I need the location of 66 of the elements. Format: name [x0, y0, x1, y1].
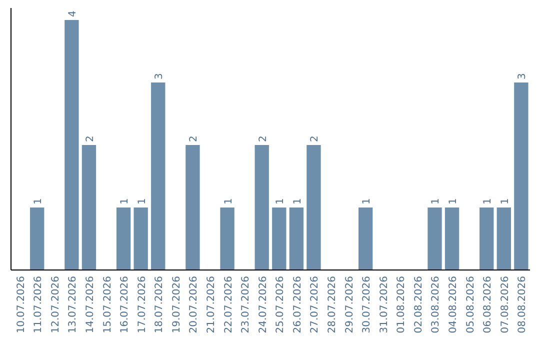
- bar: [358, 208, 373, 270]
- bar: [220, 208, 234, 270]
- bar: [134, 208, 148, 270]
- bar: [306, 145, 321, 270]
- x-tick-label: 14.07.2026: [84, 276, 96, 334]
- data-label: 1: [275, 198, 286, 204]
- bar: [151, 82, 166, 270]
- x-tick-label: 15.07.2026: [102, 276, 114, 334]
- bar: [428, 208, 442, 270]
- bar: [30, 208, 44, 270]
- x-tick-label: 18.07.2026: [154, 276, 166, 334]
- bar: [496, 208, 511, 270]
- x-tick-label: 08.08.2026: [517, 276, 528, 334]
- bar: [254, 145, 269, 270]
- bar: [82, 145, 96, 270]
- data-label: 1: [430, 198, 442, 204]
- bar: [116, 208, 131, 270]
- data-label: 4: [68, 10, 79, 17]
- data-label: 2: [84, 136, 96, 142]
- x-tick-label: 25.07.2026: [275, 276, 286, 334]
- bar: [272, 208, 286, 270]
- data-label: 2: [258, 136, 269, 142]
- x-tick-label: 23.07.2026: [240, 276, 252, 334]
- x-tick-label: 12.07.2026: [50, 276, 62, 334]
- bar: [289, 208, 304, 270]
- data-label: 1: [223, 198, 234, 204]
- x-tick-label: 31.07.2026: [378, 276, 390, 334]
- x-tick-label: 03.08.2026: [430, 276, 442, 334]
- data-label: 1: [482, 198, 494, 204]
- data-label: 3: [154, 73, 166, 80]
- x-tick-label: 22.07.2026: [223, 276, 234, 334]
- x-tick-label: 24.07.2026: [258, 276, 269, 334]
- bar: [480, 208, 494, 270]
- x-tick-label: 06.08.2026: [482, 276, 494, 334]
- data-label: 2: [188, 136, 200, 142]
- x-tick-label: 29.07.2026: [344, 276, 356, 334]
- x-tick-label: 16.07.2026: [120, 276, 131, 334]
- data-label: 1: [448, 198, 460, 204]
- data-label: 3: [517, 73, 528, 80]
- data-label: 1: [500, 198, 511, 204]
- x-tick-label: 26.07.2026: [292, 276, 304, 334]
- x-tick-label: 20.07.2026: [188, 276, 200, 334]
- data-label: 1: [292, 198, 304, 204]
- x-tick-label: 10.07.2026: [16, 276, 27, 334]
- x-tick-label: 28.07.2026: [327, 276, 338, 334]
- bar: [514, 82, 528, 270]
- x-tick-label: 02.08.2026: [413, 276, 424, 334]
- x-tick-label: 30.07.2026: [362, 276, 373, 334]
- x-tick-label: 21.07.2026: [206, 276, 217, 334]
- x-tick-label: 17.07.2026: [136, 276, 148, 334]
- data-label: 1: [136, 198, 148, 204]
- x-tick-label: 04.08.2026: [448, 276, 460, 334]
- x-tick-label: 07.08.2026: [500, 276, 511, 334]
- x-tick-label: 13.07.2026: [68, 276, 79, 334]
- data-label: 2: [310, 136, 321, 142]
- x-tick-label: 27.07.2026: [310, 276, 321, 334]
- bar: [444, 208, 460, 270]
- data-label: 1: [33, 198, 44, 204]
- x-tick-label: 05.08.2026: [465, 276, 476, 334]
- data-label: 1: [362, 198, 373, 204]
- bar: [64, 20, 79, 270]
- x-tick-label: 01.08.2026: [396, 276, 408, 334]
- data-label: 1: [120, 198, 131, 204]
- bar: [186, 145, 200, 270]
- x-tick-label: 11.07.2026: [33, 276, 44, 334]
- x-tick-label: 19.07.2026: [171, 276, 182, 334]
